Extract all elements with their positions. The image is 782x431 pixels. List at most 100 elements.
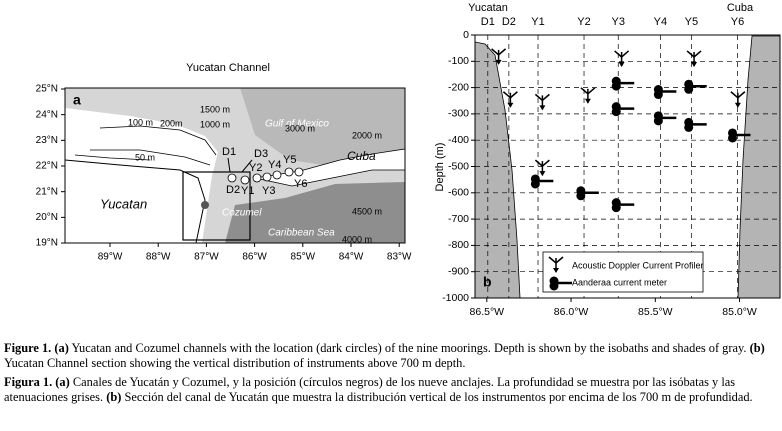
x-tick-label: 83°W xyxy=(387,252,412,263)
meter-body xyxy=(653,90,663,100)
station-label: D1 xyxy=(222,146,236,158)
adcp-head xyxy=(553,268,559,273)
caption: Figure 1. (a) Yucatan and Cozumel channe… xyxy=(4,341,782,409)
station-marker xyxy=(252,173,262,183)
meter-body xyxy=(549,281,559,291)
meter-body xyxy=(576,191,586,201)
adcp-head xyxy=(618,61,625,67)
map-frame xyxy=(64,87,406,244)
x-tick-label: 84°W xyxy=(339,252,364,263)
adcp-head xyxy=(584,98,591,104)
x-tick-label: 86°W xyxy=(242,252,267,263)
y-tick-label: -200 xyxy=(448,81,469,93)
adcp-arms xyxy=(548,256,564,264)
station-marker xyxy=(272,170,282,180)
meter-body xyxy=(684,84,694,94)
isobath-label: 200m xyxy=(160,118,183,128)
y-tick-label: -900 xyxy=(448,265,469,277)
meter-body xyxy=(653,116,663,126)
mooring-label: Y4 xyxy=(654,16,667,28)
station-marker xyxy=(294,167,304,177)
current-meter xyxy=(530,174,554,189)
y-tick-label: -300 xyxy=(448,108,469,120)
legend-label: Aanderaa current meter xyxy=(572,277,667,287)
place-label: Caribbean Sea xyxy=(268,228,335,239)
station-label: Y2 xyxy=(249,162,262,174)
isobath-line xyxy=(90,149,211,166)
place-label: Gulf of Mexico xyxy=(265,119,329,130)
y-tick-label: -100 xyxy=(448,55,469,67)
adcp-marker xyxy=(686,50,702,67)
adcp-head xyxy=(495,59,502,65)
y-tick-label: -500 xyxy=(448,160,469,172)
y-tick-label: 0 xyxy=(463,29,469,41)
map: Yucatan Channel a Gulf of Mexico Caribbe… xyxy=(64,62,406,244)
caption-en: Figure 1. (a) Yucatan and Cozumel channe… xyxy=(4,341,782,372)
meter-body xyxy=(728,133,738,143)
isobath-label: 4500 m xyxy=(352,206,382,216)
x-tick-label: 89°W xyxy=(98,252,123,263)
station-label: D2 xyxy=(226,184,240,196)
station-marker xyxy=(284,167,294,177)
y-tick-label: 25°N xyxy=(36,84,58,95)
adcp-head xyxy=(691,61,698,67)
caption-part: (b) xyxy=(749,341,765,355)
legend-box xyxy=(542,251,704,293)
caribbean-deep xyxy=(225,182,405,243)
isobath-line xyxy=(99,125,217,156)
gulf-deep xyxy=(240,88,405,166)
adcp-marker xyxy=(614,50,630,67)
current-meter xyxy=(611,198,635,213)
cuba-slope xyxy=(737,35,781,299)
mooring-label: Y3 xyxy=(611,16,624,28)
mooring-label: Y5 xyxy=(685,16,698,28)
adcp-arms xyxy=(730,91,746,99)
station-marker xyxy=(240,175,250,185)
x-tick-label: 85°W xyxy=(291,252,316,263)
caption-text: Yucatan Channel section showing the vert… xyxy=(4,356,466,371)
caption-text: Sección del canal de Yucatán que muestra… xyxy=(124,390,753,405)
shelf xyxy=(65,108,218,243)
adcp-marker xyxy=(502,91,518,108)
adcp-arms xyxy=(534,159,550,168)
mooring-label: Y6 xyxy=(731,16,744,28)
y-tick-label: 24°N xyxy=(36,109,58,120)
adcp-marker xyxy=(548,256,564,273)
current-meter xyxy=(549,276,572,291)
station-label: Y5 xyxy=(283,154,296,166)
mooring-label: Y1 xyxy=(531,16,544,28)
current-meter xyxy=(684,79,707,94)
caption-es: Figura 1. (a) Canales de Yucatán y Cozum… xyxy=(4,375,782,406)
place-label: Yucatan xyxy=(100,196,147,211)
y-tick-label: -1000 xyxy=(442,292,469,304)
station-markers xyxy=(227,167,304,185)
mooring-label: D2 xyxy=(502,16,516,28)
y-tick-label: 22°N xyxy=(36,161,58,172)
adcp-arms xyxy=(491,48,507,56)
mooring-label: Y2 xyxy=(577,16,590,28)
meter-body xyxy=(530,179,540,189)
adcp-marker xyxy=(534,93,550,111)
meter-body xyxy=(684,122,694,132)
adcp-marker xyxy=(534,159,550,177)
cozumel-island xyxy=(201,201,209,209)
side-label: Yucatan xyxy=(468,2,508,14)
x-tick-label: 88°W xyxy=(146,252,171,263)
station-label: Y4 xyxy=(268,159,281,171)
y-tick-label: 23°N xyxy=(36,135,58,146)
place-label: Cozumel xyxy=(222,208,262,219)
adcp-head xyxy=(507,102,514,108)
adcp-marker xyxy=(730,91,746,108)
current-meter xyxy=(653,85,677,100)
adcp-arms xyxy=(614,50,630,58)
meter-body xyxy=(611,107,621,117)
mooring-label: D1 xyxy=(481,16,495,28)
adcp-arms xyxy=(686,50,702,58)
adcp-arms xyxy=(534,93,550,102)
adcp-head xyxy=(539,105,546,111)
y-axis-label: Depth (m) xyxy=(434,143,446,192)
caption-text: Canales de Yucatán y Cozumel, y la posic… xyxy=(4,374,736,405)
isobath-label: 4000 m xyxy=(342,234,372,244)
pointer xyxy=(241,159,253,173)
